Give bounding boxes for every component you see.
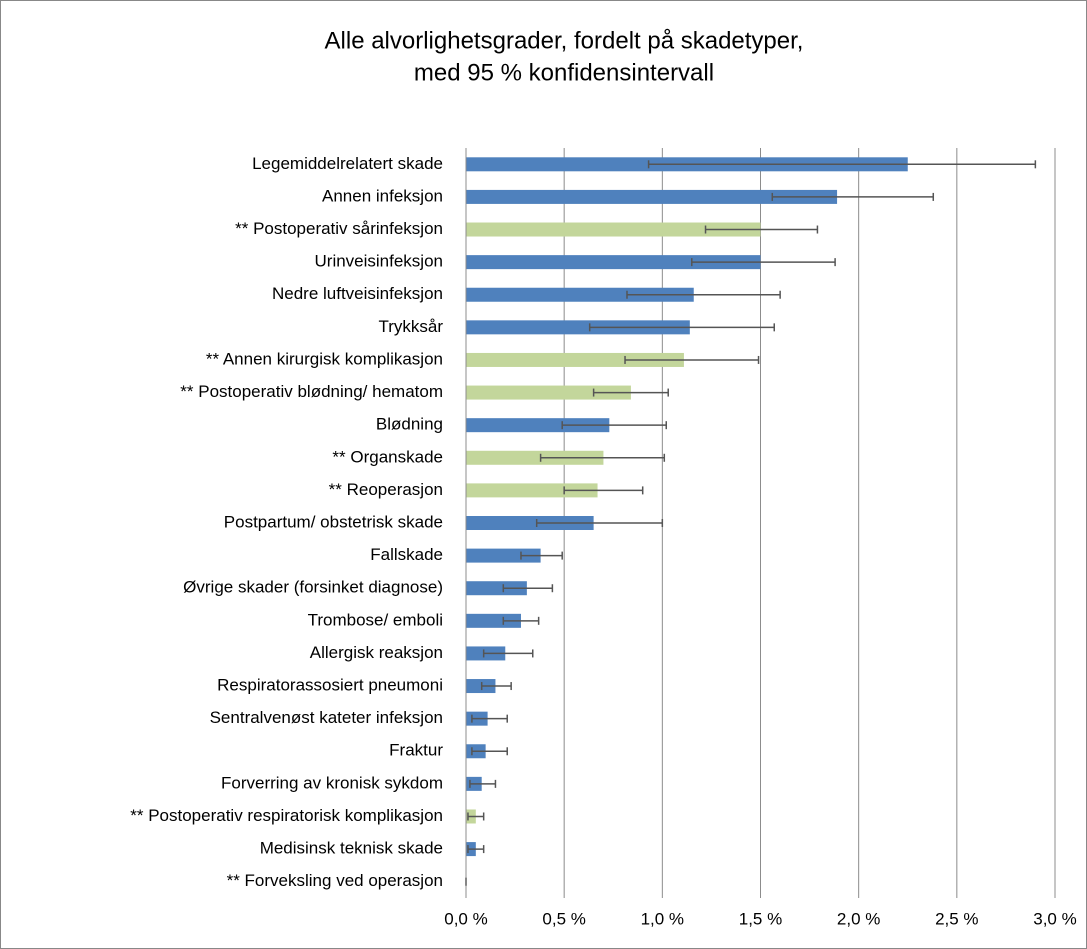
bar bbox=[466, 418, 610, 433]
y-tick-label: Nedre luftveisinfeksjon bbox=[272, 284, 443, 303]
bar bbox=[466, 613, 521, 628]
bar bbox=[466, 222, 761, 237]
error-bar bbox=[467, 812, 485, 821]
error-bar bbox=[647, 160, 1037, 169]
error-bar bbox=[771, 192, 935, 201]
y-tick-label: ** Postoperativ blødning/ hematom bbox=[180, 382, 443, 401]
x-tick-label: 2,0 % bbox=[837, 909, 880, 928]
error-bar bbox=[482, 649, 534, 658]
y-tick-label: Fraktur bbox=[389, 741, 443, 760]
x-tick-label: 0,5 % bbox=[542, 909, 585, 928]
error-bar bbox=[539, 453, 666, 462]
y-tick-label: Postpartum/ obstetrisk skade bbox=[224, 512, 443, 531]
bar bbox=[466, 581, 527, 596]
y-tick-label: Urinveisinfeksjon bbox=[315, 252, 444, 271]
y-tick-label: Medisinsk teknisk skade bbox=[260, 839, 443, 858]
y-tick-label: Trykksår bbox=[378, 317, 443, 336]
error-bar bbox=[502, 584, 554, 593]
error-bar bbox=[626, 290, 781, 299]
y-tick-label: Respiratorassosiert pneumoni bbox=[217, 676, 443, 695]
y-tick-label: ** Annen kirurgisk komplikasjon bbox=[206, 349, 443, 368]
bar bbox=[466, 320, 690, 335]
error-bar bbox=[592, 388, 669, 397]
y-tick-label: Blødning bbox=[376, 415, 443, 434]
error-bar bbox=[469, 779, 497, 788]
y-tick-label: ** Organskade bbox=[332, 447, 443, 466]
y-tick-label: Annen infeksjon bbox=[322, 186, 443, 205]
x-tick-label: 3,0 % bbox=[1033, 909, 1076, 928]
error-bar bbox=[467, 845, 485, 854]
y-tick-label: Trombose/ emboli bbox=[308, 610, 443, 629]
bar bbox=[466, 516, 594, 530]
error-bar bbox=[624, 355, 760, 364]
error-bar bbox=[691, 258, 836, 267]
error-bar bbox=[561, 421, 668, 430]
bar bbox=[466, 679, 496, 694]
error-bar bbox=[588, 323, 775, 332]
error-bar bbox=[535, 519, 664, 527]
bar bbox=[466, 385, 631, 400]
bar bbox=[466, 189, 838, 204]
error-bar bbox=[502, 616, 540, 625]
x-tick-label: 1,0 % bbox=[641, 909, 684, 928]
x-tick-label: 0,0 % bbox=[444, 909, 487, 928]
y-tick-label: ** Forveksling ved operasjon bbox=[227, 871, 443, 890]
error-bar bbox=[520, 551, 563, 560]
y-tick-label: ** Postoperativ sårinfeksjon bbox=[235, 219, 443, 238]
error-bar bbox=[471, 747, 508, 756]
y-tick-label: ** Reoperasjon bbox=[329, 480, 443, 499]
y-tick-label: ** Postoperativ respiratorisk komplikasj… bbox=[130, 806, 443, 825]
y-tick-label: Allergisk reaksjon bbox=[310, 643, 443, 662]
y-tick-label: Forverring av kronisk sykdom bbox=[221, 773, 443, 792]
error-bar bbox=[563, 486, 644, 495]
error-bar bbox=[704, 225, 819, 234]
bar bbox=[466, 450, 604, 465]
error-bar bbox=[480, 682, 512, 691]
bar bbox=[466, 548, 541, 563]
y-tick-label: Sentralvenøst kateter infeksjon bbox=[210, 708, 443, 727]
y-tick-label: Øvrige skader (forsinket diagnose) bbox=[183, 578, 443, 597]
bar bbox=[466, 352, 684, 367]
error-bar bbox=[471, 714, 508, 723]
bar bbox=[466, 255, 761, 270]
y-tick-label: Fallskade bbox=[370, 545, 443, 564]
chart-title: Alle alvorlighetsgrader, fordelt på skad… bbox=[325, 27, 804, 54]
bar bbox=[466, 287, 694, 302]
y-tick-label: Legemiddelrelatert skade bbox=[252, 154, 443, 173]
x-tick-label: 2,5 % bbox=[935, 909, 978, 928]
x-tick-label: 1,5 % bbox=[739, 909, 782, 928]
chart-title: med 95 % konfidensintervall bbox=[414, 59, 714, 86]
